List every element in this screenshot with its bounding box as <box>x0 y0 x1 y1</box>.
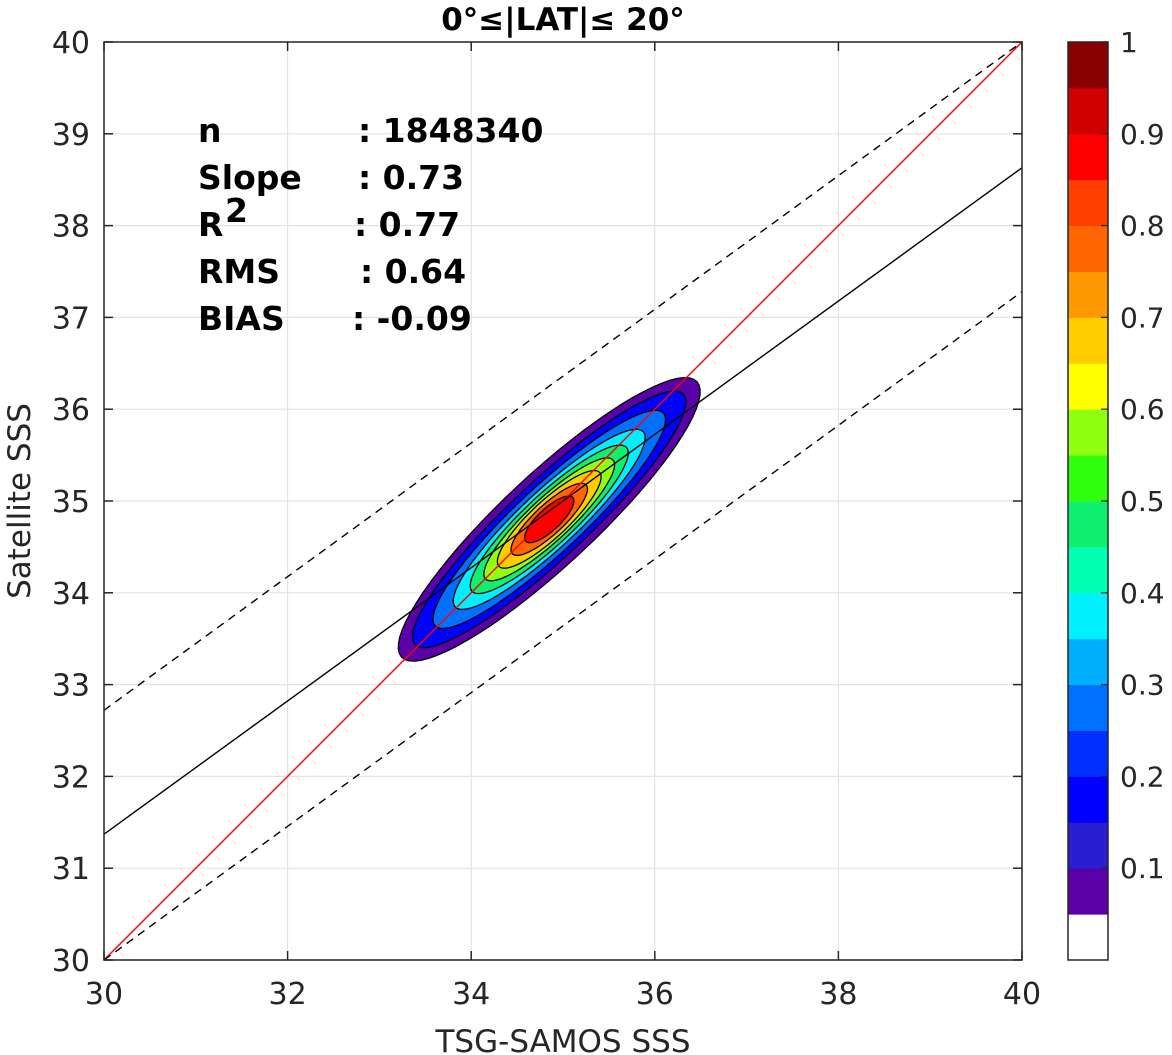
chart-title: 0°≤|LAT|≤ 20° <box>441 2 685 38</box>
colorbar-tick-label: 0.5 <box>1120 485 1165 518</box>
colorbar-tick-label: 0.9 <box>1120 118 1165 151</box>
density-contour <box>523 495 575 544</box>
colorbar-swatch <box>1068 868 1108 915</box>
y-tick-label: 34 <box>52 577 90 612</box>
colorbar-tick-label: 0.6 <box>1120 393 1165 426</box>
y-tick-label: 31 <box>52 852 90 887</box>
y-tick-label: 32 <box>52 760 90 795</box>
grid-lines <box>103 41 1023 961</box>
y-tick-label: 38 <box>52 210 90 245</box>
x-tick-label: 40 <box>1003 977 1041 1012</box>
stat-label: R <box>198 205 223 244</box>
y-tick-label: 37 <box>52 301 90 336</box>
colorbar-tick-label: 0.2 <box>1120 760 1165 793</box>
colorbar-swatch <box>1068 363 1108 410</box>
colorbar-swatch <box>1068 317 1108 364</box>
stat-label: RMS <box>198 252 280 291</box>
colorbar-swatch <box>1068 501 1108 548</box>
colorbar: 0.1 0.2 0.3 0.4 0.5 0.6 0.7 0.8 0.9 1 <box>1067 26 1165 961</box>
y-axis-label: Satellite SSS <box>2 403 38 599</box>
colorbar-swatch <box>1068 455 1108 502</box>
colorbar-tick-label: 0.1 <box>1120 852 1165 885</box>
stat-label: n <box>198 111 222 150</box>
y-tick-label: 30 <box>52 944 90 979</box>
y-tick-label: 39 <box>52 118 90 153</box>
colorbar-swatch <box>1068 638 1108 686</box>
colorbar-swatch <box>1068 271 1108 318</box>
colorbar-tick-label: 0.7 <box>1120 301 1165 334</box>
x-tick-label: 32 <box>269 977 307 1012</box>
x-tick-label: 36 <box>636 977 674 1012</box>
colorbar-swatch <box>1068 914 1108 961</box>
colorbar-swatch <box>1068 822 1108 869</box>
colorbar-swatch <box>1068 592 1108 640</box>
colorbar-swatch <box>1068 87 1108 135</box>
colorbar-tick-label: 0.4 <box>1120 577 1165 610</box>
lower-bound-line <box>104 291 1022 960</box>
colorbar-tick-label: 0.3 <box>1120 669 1165 702</box>
colorbar-swatch <box>1068 179 1108 227</box>
x-tick-label: 34 <box>452 977 490 1012</box>
colorbar-swatch <box>1068 546 1108 594</box>
x-tick-label: 30 <box>85 977 123 1012</box>
reference-lines <box>104 42 1022 960</box>
stat-value: : 1848340 <box>358 111 543 150</box>
y-tick-label: 33 <box>52 669 90 704</box>
statistics-box: n : 1848340 Slope : 0.73 R 2 : 0.77 RMS : 0.64 BI… <box>198 111 543 338</box>
stat-value: : 0.73 <box>358 158 464 197</box>
colorbar-swatch <box>1068 409 1108 456</box>
colorbar-swatch <box>1068 42 1108 89</box>
colorbar-swatch <box>1068 776 1108 823</box>
colorbar-tick-label: 0.8 <box>1120 210 1165 243</box>
colorbar-swatch <box>1068 133 1108 181</box>
y-tick-label: 35 <box>52 485 90 520</box>
stat-value: : 0.77 <box>354 205 460 244</box>
stat-value: : 0.64 <box>360 252 466 291</box>
stat-value: : -0.09 <box>352 299 472 338</box>
regression-line <box>104 167 1022 835</box>
upper-bound-line <box>104 42 1022 711</box>
y-tick-label: 36 <box>52 393 90 428</box>
stat-label: Slope <box>198 158 302 197</box>
colorbar-swatch <box>1068 684 1108 731</box>
axis-ticks: 30 32 34 36 38 40 30 31 32 33 34 35 36 37 38 39 40 <box>52 26 1041 1012</box>
stat-superscript: 2 <box>225 191 248 230</box>
y-tick-label: 40 <box>52 26 90 61</box>
x-axis-label: TSG-SAMOS SSS <box>435 1024 691 1055</box>
colorbar-swatch <box>1068 730 1108 777</box>
x-tick-label: 38 <box>819 977 857 1012</box>
colorbar-tick-label: 1 <box>1120 26 1138 59</box>
colorbar-swatch <box>1068 225 1108 272</box>
stat-label: BIAS <box>198 299 285 338</box>
